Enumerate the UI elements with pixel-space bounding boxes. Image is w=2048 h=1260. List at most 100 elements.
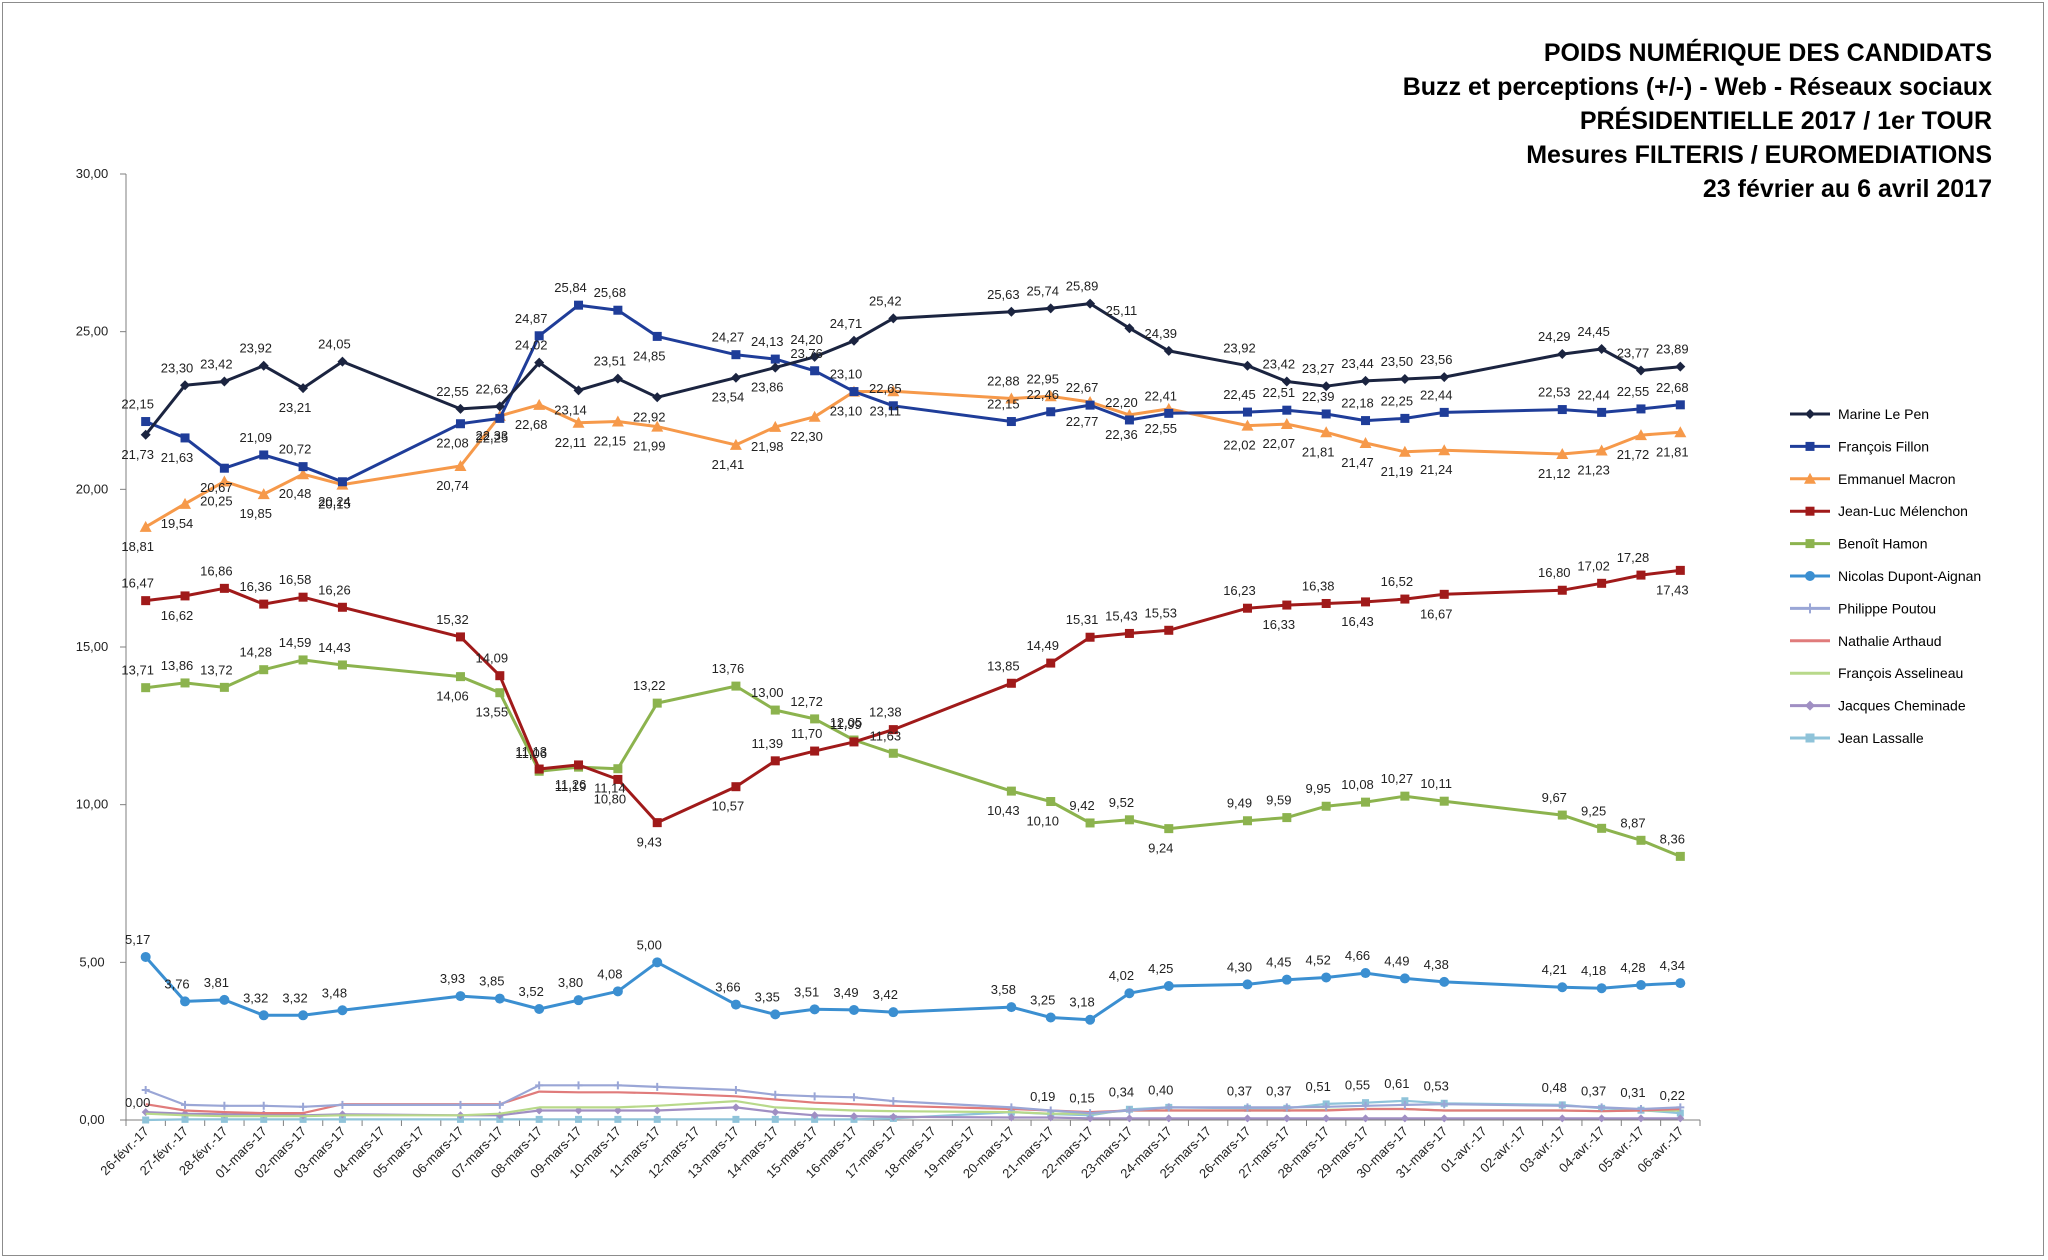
data-point-triangle — [1556, 448, 1569, 460]
data-label: 23,92 — [239, 341, 272, 356]
data-point-square — [652, 818, 662, 828]
data-point-diamond — [180, 380, 191, 391]
data-label: 19,85 — [239, 506, 272, 521]
data-point-square — [653, 1115, 661, 1123]
data-label: 3,35 — [755, 989, 780, 1004]
data-point-circle — [770, 1009, 781, 1020]
data-point-square — [1439, 796, 1449, 806]
data-label: 3,66 — [715, 980, 740, 995]
chart-title-block: POIDS NUMÉRIQUE DES CANDIDATS Buzz et pe… — [1403, 36, 1992, 206]
data-label: 12,05 — [830, 715, 863, 730]
data-point-square — [811, 1115, 819, 1123]
data-label: 20,15 — [318, 497, 351, 512]
data-label: 25,74 — [1026, 283, 1059, 298]
data-label: 22,25 — [476, 430, 509, 445]
data-point-square — [1242, 816, 1252, 826]
data-point-square — [337, 660, 347, 670]
data-label: 23,86 — [751, 380, 784, 395]
data-label: 13,00 — [751, 685, 784, 700]
data-label: 22,45 — [1223, 387, 1256, 402]
data-label: 4,30 — [1227, 959, 1252, 974]
data-labels: 21,73 23,30 23,42 23,92 23,21 24,05 22,55 22,63… — [121, 279, 1688, 1110]
data-label: 22,88 — [987, 374, 1020, 389]
data-label: 22,55 — [1145, 421, 1178, 436]
data-point-square — [652, 698, 662, 708]
data-point-circle — [337, 1005, 348, 1016]
data-point-triangle — [1005, 392, 1018, 404]
data-point-square — [1636, 570, 1646, 580]
data-point-cross — [1046, 1106, 1055, 1115]
data-point-square — [1597, 407, 1607, 417]
data-point-square — [299, 1115, 307, 1123]
data-point-triangle — [1674, 426, 1687, 438]
data-point-cross — [653, 1082, 662, 1091]
data-label: 22,36 — [1105, 427, 1138, 442]
data-point-square — [1805, 733, 1815, 743]
series-line — [144, 389, 1681, 529]
data-point-square — [1085, 632, 1095, 642]
data-label: 17,02 — [1577, 558, 1610, 573]
data-point-square — [1675, 400, 1685, 410]
data-point-square — [1597, 823, 1607, 833]
data-point-square — [495, 688, 505, 698]
data-label: 9,25 — [1581, 803, 1606, 818]
data-point-diamond — [1085, 298, 1096, 309]
data-point-square — [1085, 818, 1095, 828]
data-label: 22,95 — [1026, 371, 1059, 386]
data-label: 3,51 — [794, 984, 819, 999]
data-label: 4,28 — [1620, 960, 1645, 975]
data-point-square — [810, 746, 820, 756]
data-point-square — [1675, 565, 1685, 575]
data-label: 3,52 — [519, 984, 544, 999]
data-label: 13,86 — [161, 658, 194, 673]
data-point-diamond — [1164, 1114, 1173, 1123]
data-point-circle — [455, 991, 466, 1002]
data-label: 22,68 — [1656, 380, 1689, 395]
data-point-square — [495, 671, 505, 681]
data-point-cross — [1086, 1109, 1095, 1118]
data-point-circle — [1360, 968, 1371, 979]
data-point-square — [613, 764, 623, 774]
data-label: 23,42 — [1263, 356, 1296, 371]
data-point-square — [1400, 791, 1410, 801]
data-point-circle — [298, 1010, 309, 1021]
data-label: 0,61 — [1384, 1076, 1409, 1091]
data-point-square — [613, 774, 623, 784]
data-label: 15,32 — [436, 612, 469, 627]
series-line — [145, 658, 1681, 858]
chart-subtitle-2: PRÉSIDENTIELLE 2017 / 1er TOUR — [1579, 107, 1992, 135]
data-label: 4,49 — [1384, 953, 1409, 968]
data-label: 14,09 — [476, 651, 509, 666]
data-label: 10,80 — [594, 791, 627, 806]
data-point-triangle — [1359, 436, 1372, 448]
data-label: 21,81 — [1302, 444, 1335, 459]
data-point-square — [1361, 597, 1371, 607]
data-point-diamond — [810, 1111, 819, 1120]
data-point-circle — [219, 994, 230, 1005]
data-point-diamond — [1440, 1114, 1449, 1123]
data-label: 3,49 — [833, 985, 858, 1000]
data-point-square — [495, 413, 505, 423]
data-label: 14,43 — [318, 640, 351, 655]
data-label: 23,54 — [712, 390, 745, 405]
data-label: 22,07 — [1263, 436, 1296, 451]
data-label: 22,44 — [1420, 387, 1453, 402]
data-label: 21,09 — [239, 430, 272, 445]
data-point-square — [181, 1115, 189, 1123]
data-point-triangle — [1320, 426, 1333, 438]
data-point-diamond — [1086, 1114, 1095, 1123]
data-label: 3,81 — [204, 975, 229, 990]
data-label: 21,23 — [1577, 463, 1610, 478]
data-point-diamond — [1321, 381, 1332, 392]
data-label: 0,15 — [1069, 1090, 1094, 1105]
data-label: 9,95 — [1306, 781, 1331, 796]
data-point-square — [141, 683, 151, 693]
data-point-diamond — [1242, 360, 1253, 371]
data-label: 16,58 — [279, 572, 312, 587]
data-label: 11,26 — [555, 777, 587, 792]
data-point-square — [888, 725, 898, 735]
data-point-square — [770, 354, 780, 364]
data-point-square — [298, 462, 308, 472]
data-point-circle — [1439, 976, 1450, 987]
